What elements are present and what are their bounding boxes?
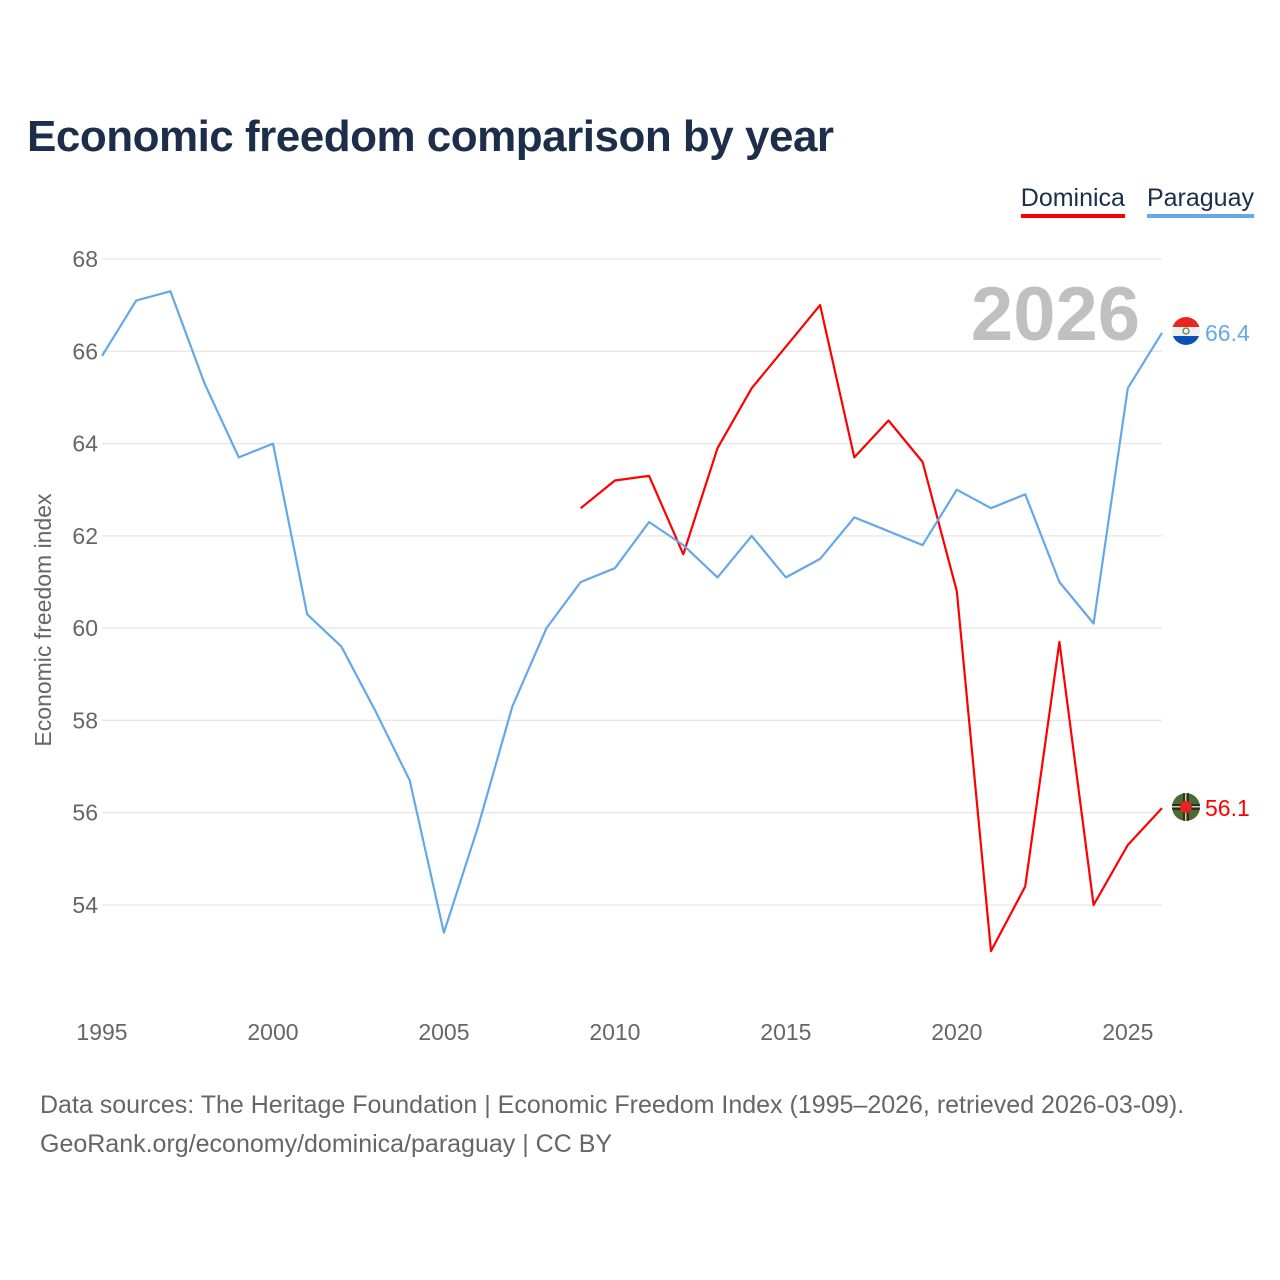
y-tick-label: 54: [72, 892, 98, 918]
dominica-flag-icon: [1172, 793, 1200, 821]
end-value-label-dominica: 56.1: [1205, 795, 1250, 821]
paraguay-flag-icon: [1172, 317, 1200, 345]
year-watermark: 2026: [971, 272, 1140, 357]
y-tick-label: 62: [72, 523, 98, 549]
x-tick-label: 2005: [418, 1019, 469, 1045]
series-line-paraguay: [101, 290, 1163, 934]
y-tick-label: 66: [72, 338, 98, 364]
y-axis-label: Economic freedom index: [30, 493, 56, 747]
x-tick-label: 1995: [76, 1019, 127, 1045]
x-tick-label: 2000: [247, 1019, 298, 1045]
y-tick-label: 58: [72, 707, 98, 733]
x-tick-label: 2025: [1102, 1019, 1153, 1045]
y-tick-label: 60: [72, 615, 98, 641]
chart-title: Economic freedom comparison by year: [27, 112, 834, 161]
end-value-label-paraguay: 66.4: [1205, 320, 1250, 346]
source-link[interactable]: GeoRank.org/economy/dominica/paraguay | …: [40, 1130, 613, 1158]
legend-paraguay[interactable]: Paraguay: [1146, 184, 1254, 218]
legend-dominica[interactable]: Dominica: [1020, 184, 1125, 218]
grid: 54 56 58 60 62 64 66 68 1995 2000 2005 2010 2015 2020…: [72, 246, 1162, 1045]
legend: Dominica Paraguay: [1020, 184, 1254, 218]
x-tick-label: 2020: [931, 1019, 982, 1045]
x-tick-label: 2010: [589, 1019, 640, 1045]
data-source-note: Data sources: The Heritage Foundation | …: [40, 1091, 1185, 1119]
y-tick-label: 64: [72, 431, 98, 457]
y-tick-label: 56: [72, 800, 98, 826]
footer: Data sources: The Heritage Foundation | …: [40, 1086, 1184, 1164]
x-tick-label: 2015: [760, 1019, 811, 1045]
y-tick-label: 68: [72, 246, 98, 272]
